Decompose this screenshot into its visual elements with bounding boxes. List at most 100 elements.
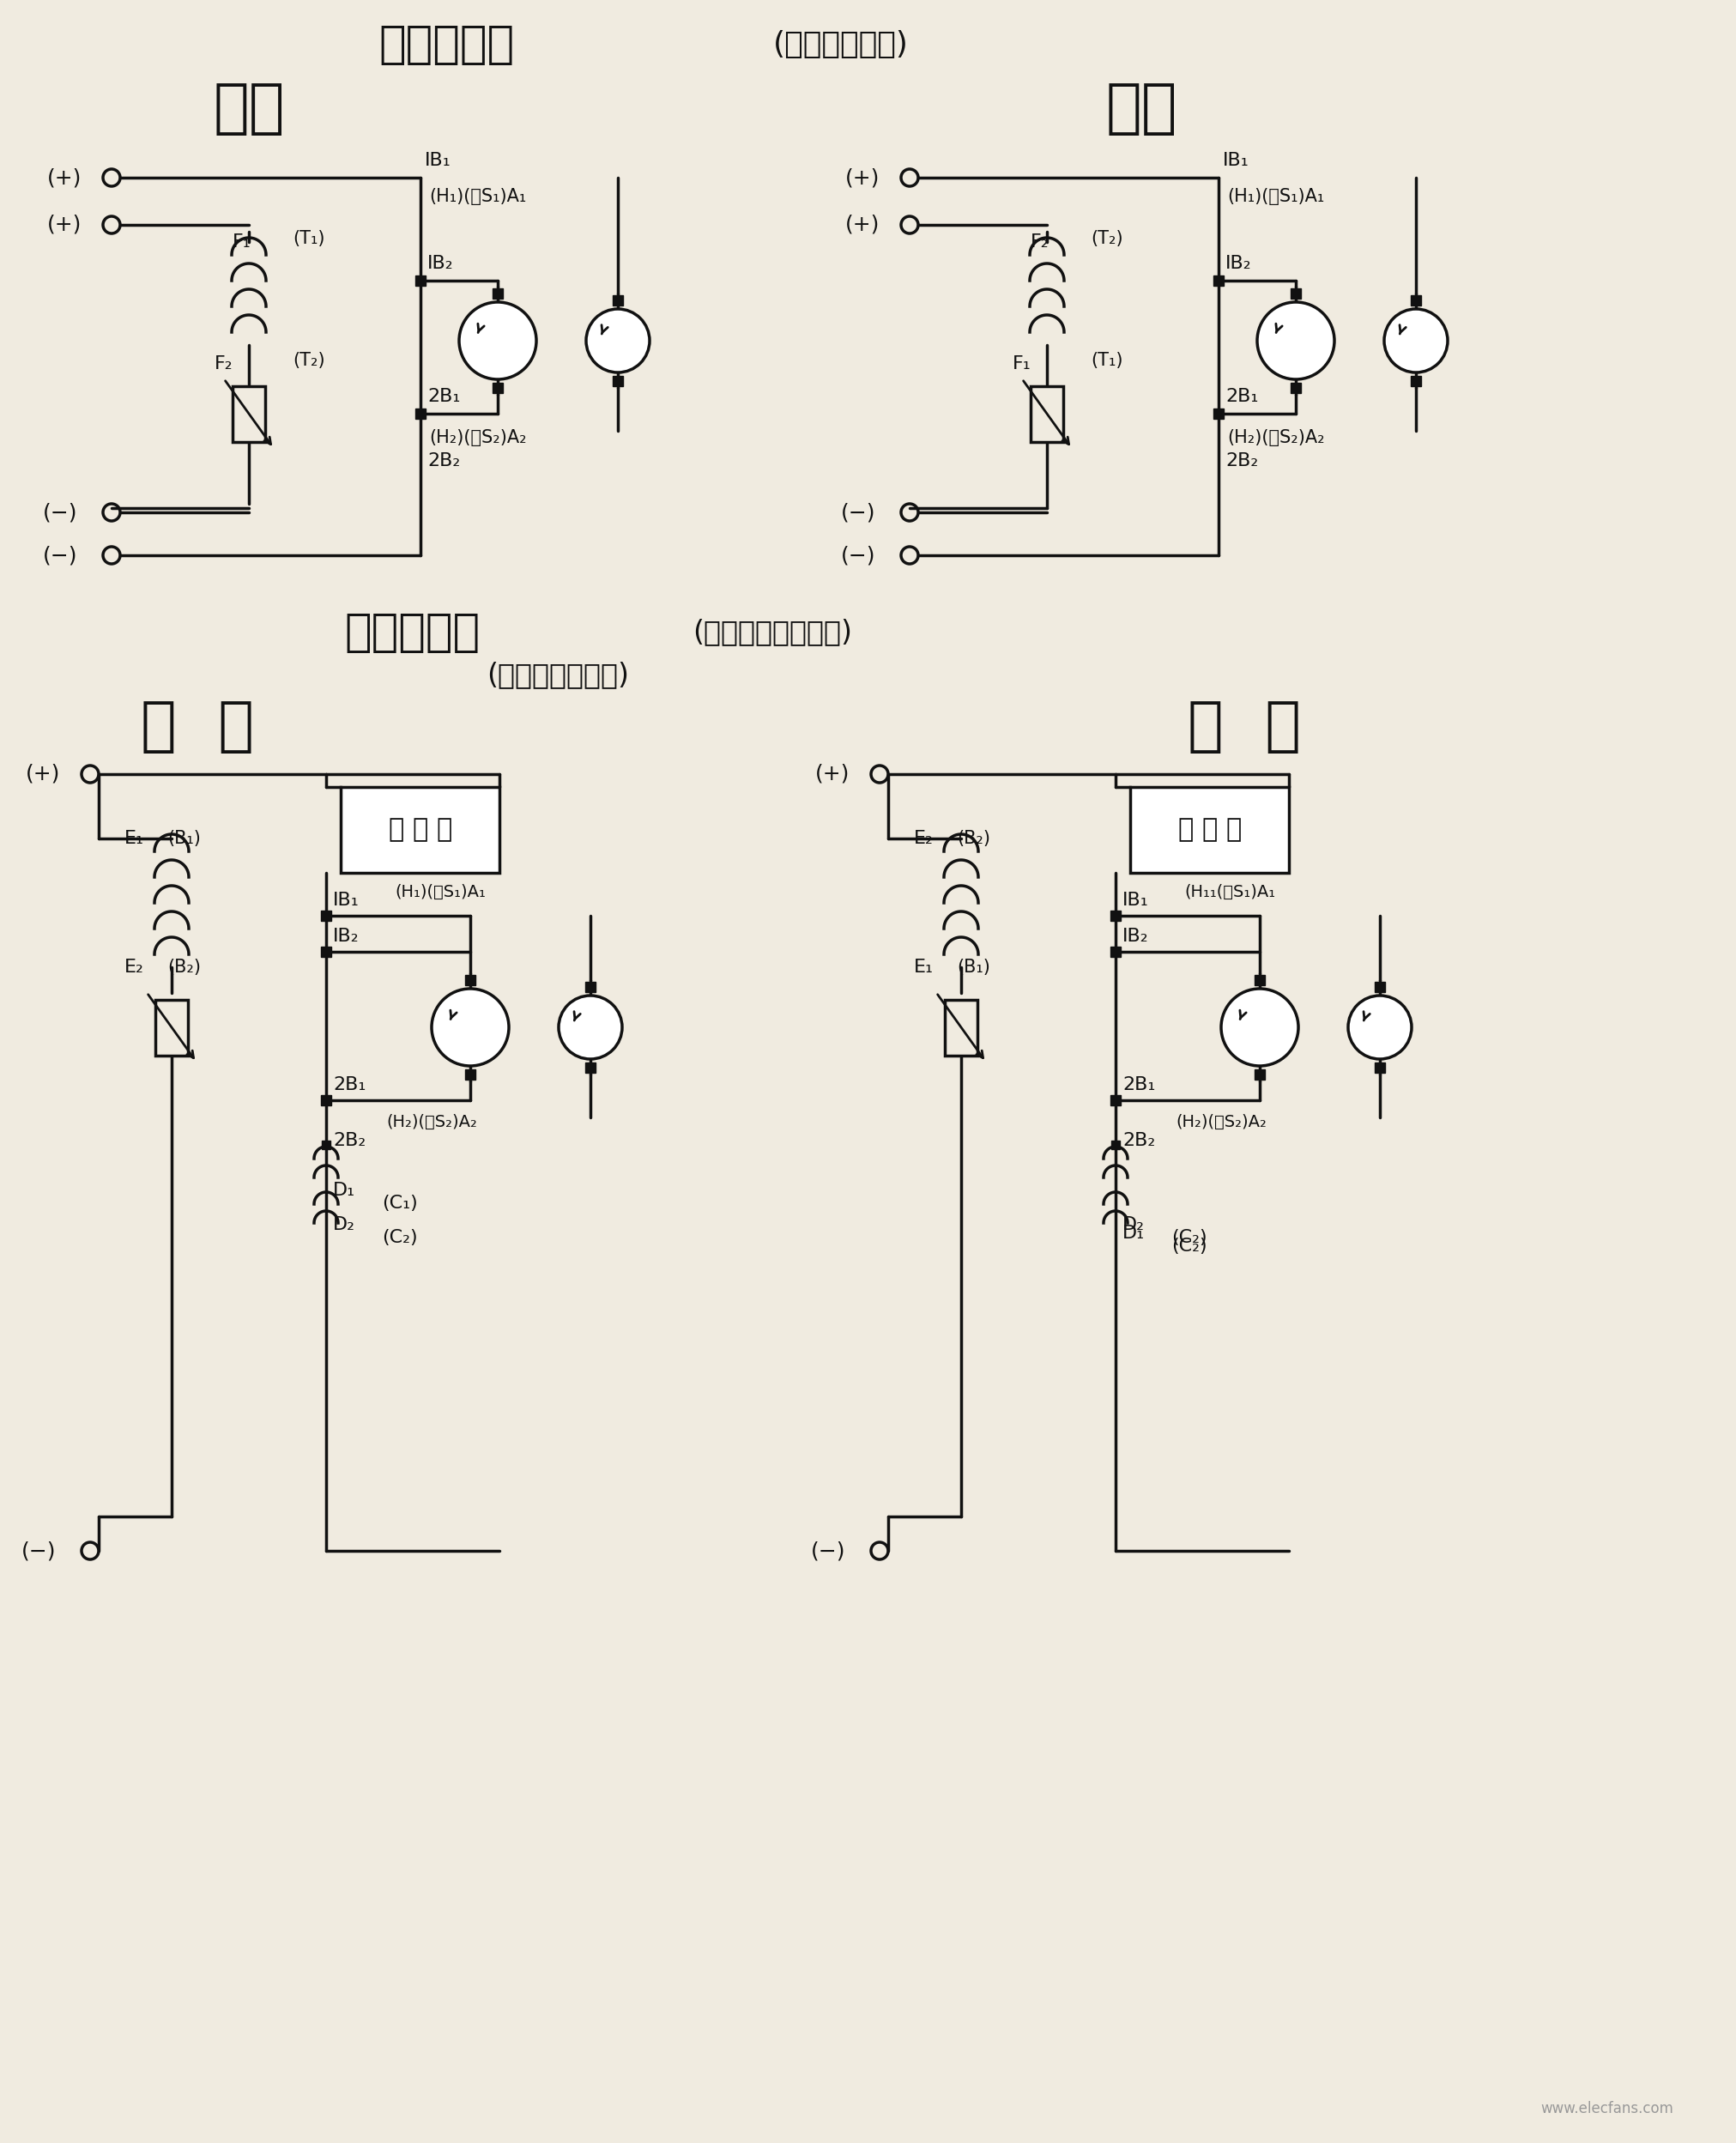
Text: 起 动 器: 起 动 器 (389, 816, 451, 842)
Text: F₂: F₂ (1029, 234, 1049, 251)
Text: 2B₂: 2B₂ (427, 452, 460, 469)
Text: IB₂: IB₂ (1226, 255, 1252, 272)
Text: F₂: F₂ (215, 356, 233, 373)
Text: 正转: 正转 (214, 79, 285, 137)
Text: (−): (−) (43, 544, 78, 566)
Text: 起 动 器: 起 动 器 (1177, 816, 1241, 842)
Text: (B₁): (B₁) (168, 829, 201, 846)
Bar (1109, 911, 1120, 921)
Bar (1253, 1069, 1264, 1080)
Bar (1375, 1063, 1384, 1074)
Text: (H₁)(或S₁)A₁: (H₁)(或S₁)A₁ (394, 883, 486, 900)
Text: (+): (+) (845, 167, 880, 189)
Bar (321, 947, 332, 958)
Text: (H₂)(或S₂)A₂: (H₂)(或S₂)A₂ (1227, 429, 1325, 446)
Circle shape (432, 988, 509, 1065)
Bar (321, 1095, 332, 1106)
Text: (H₂)(或S₂)A₂: (H₂)(或S₂)A₂ (429, 429, 526, 446)
Circle shape (1220, 988, 1299, 1065)
Bar (1109, 947, 1120, 958)
Bar (585, 981, 595, 992)
Bar (1290, 289, 1300, 298)
Text: (C₂): (C₂) (382, 1228, 417, 1245)
Text: (C₁): (C₁) (382, 1194, 417, 1211)
Text: IB₁: IB₁ (425, 152, 451, 169)
Bar (613, 375, 623, 386)
Text: (C₂): (C₂) (1170, 1237, 1207, 1256)
Text: E₂: E₂ (913, 829, 932, 846)
Text: (T₁): (T₁) (293, 229, 325, 246)
Bar (1375, 981, 1384, 992)
Text: 2B₁: 2B₁ (1226, 388, 1257, 405)
Text: 2B₂: 2B₂ (1226, 452, 1257, 469)
Text: (−): (−) (811, 1541, 845, 1560)
Text: (H₂)(或S₂)A₂: (H₂)(或S₂)A₂ (1175, 1114, 1266, 1129)
Text: (+): (+) (47, 167, 82, 189)
Circle shape (1347, 996, 1411, 1059)
Text: IB₁: IB₁ (333, 891, 359, 909)
Text: IB₂: IB₂ (333, 928, 359, 945)
Text: 2B₁: 2B₁ (333, 1076, 366, 1093)
Bar (493, 384, 503, 392)
Text: D₁: D₁ (333, 1181, 356, 1198)
Bar (1213, 409, 1224, 418)
Text: (H₁)(或S₁)A₁: (H₁)(或S₁)A₁ (429, 189, 526, 206)
Text: (+): (+) (26, 763, 61, 784)
Text: (B₂): (B₂) (168, 958, 201, 975)
Text: (附起动器及调速器): (附起动器及调速器) (693, 619, 852, 647)
Circle shape (585, 309, 649, 373)
Bar (340, 786, 500, 872)
Text: E₁: E₁ (125, 829, 144, 846)
Text: (−): (−) (840, 501, 875, 523)
Text: IB₂: IB₂ (427, 255, 453, 272)
Text: F₁: F₁ (1012, 356, 1031, 373)
Text: (B₁): (B₁) (957, 958, 990, 975)
Text: D₁: D₁ (1121, 1224, 1144, 1241)
Bar (1029, 386, 1062, 441)
Text: (C₂): (C₂) (1170, 1228, 1207, 1245)
Bar (585, 1063, 595, 1074)
Text: E₂: E₂ (125, 958, 144, 975)
Text: (−): (−) (840, 544, 875, 566)
Text: (加串励稳定绕组): (加串励稳定绕组) (486, 662, 628, 690)
Bar (415, 276, 425, 285)
Text: (T₂): (T₂) (1090, 229, 1123, 246)
Text: (B₂): (B₂) (957, 829, 990, 846)
Bar (1109, 1095, 1120, 1106)
Text: 2B₁: 2B₁ (1121, 1076, 1154, 1093)
Bar (321, 1140, 330, 1149)
Text: (−): (−) (21, 1541, 56, 1560)
Bar (321, 911, 332, 921)
Bar (1253, 975, 1264, 986)
Text: D₂: D₂ (1121, 1215, 1144, 1232)
Bar (944, 999, 977, 1054)
Text: IB₁: IB₁ (1121, 891, 1147, 909)
Text: (+): (+) (814, 763, 849, 784)
Text: 2B₂: 2B₂ (333, 1132, 366, 1149)
Text: (附磁场变阻器): (附磁场变阻器) (773, 30, 908, 60)
Bar (465, 1069, 476, 1080)
Bar (465, 975, 476, 986)
Bar (1290, 384, 1300, 392)
Bar (155, 999, 187, 1054)
Text: 反  转: 反 转 (1187, 699, 1300, 756)
Text: www.elecfans.com: www.elecfans.com (1540, 2100, 1672, 2117)
Circle shape (1384, 309, 1446, 373)
Bar (1213, 276, 1224, 285)
Text: 2B₁: 2B₁ (427, 388, 460, 405)
Text: (+): (+) (47, 214, 82, 236)
Text: IB₁: IB₁ (1222, 152, 1248, 169)
Text: 反转: 反转 (1104, 79, 1177, 137)
Text: E₁: E₁ (913, 958, 934, 975)
Bar (233, 386, 266, 441)
Text: (T₁): (T₁) (1090, 351, 1123, 369)
Text: (H₁)(或S₁)A₁: (H₁)(或S₁)A₁ (1227, 189, 1323, 206)
Text: 正  转: 正 转 (141, 699, 253, 756)
Bar (1410, 375, 1420, 386)
Text: 并励电动机: 并励电动机 (344, 611, 479, 656)
Circle shape (458, 302, 536, 379)
Bar (613, 296, 623, 306)
Circle shape (1257, 302, 1333, 379)
Text: IB₂: IB₂ (1121, 928, 1147, 945)
Bar (1410, 296, 1420, 306)
